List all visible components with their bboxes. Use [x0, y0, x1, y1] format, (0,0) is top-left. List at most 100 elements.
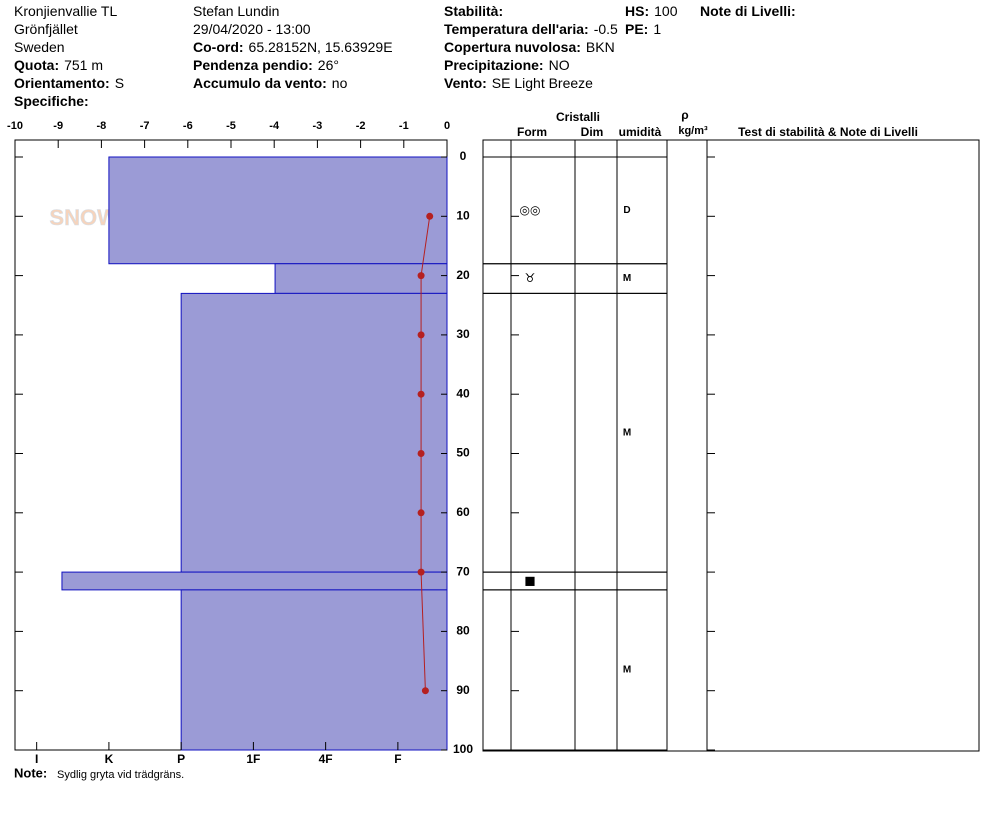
- header-field: Vento: SE Light Breeze: [444, 75, 593, 91]
- field-label: Pendenza pendio:: [193, 57, 313, 73]
- field-value: 65.28152N, 15.63929E: [249, 39, 393, 55]
- x-tick-label: -6: [183, 120, 193, 132]
- x-tick-label: -1: [399, 120, 409, 132]
- moisture: M: [623, 427, 631, 438]
- grain-form: ◎◎: [520, 203, 541, 217]
- header-field: Specifiche:: [14, 93, 89, 109]
- field-label: Stabilità:: [444, 3, 503, 19]
- hardness-bar: [180, 589, 448, 751]
- field-value: 100: [654, 3, 678, 19]
- header-size: Dim: [581, 125, 604, 139]
- field-value: Grönfjället: [14, 21, 78, 37]
- moisture: M: [623, 273, 631, 284]
- field-value: 1: [653, 21, 661, 37]
- header-field: Stefan Lundin: [193, 3, 279, 19]
- header-density: ρ: [681, 108, 688, 122]
- header-field: Sweden: [14, 39, 65, 55]
- field-value: -0.5: [594, 21, 618, 37]
- temperature-point: [417, 450, 425, 457]
- y-tick-label: 80: [456, 624, 470, 638]
- y-tick-label: 100: [453, 742, 473, 756]
- hardness-bar: [180, 292, 448, 573]
- hardness-tick-label: F: [394, 752, 401, 766]
- header-crystals: Cristalli: [556, 110, 600, 124]
- field-value: Stefan Lundin: [193, 3, 279, 19]
- field-label: Co-ord:: [193, 39, 244, 55]
- header-field: Temperatura dell'aria: -0.5: [444, 21, 618, 37]
- field-label: Note di Livelli:: [700, 3, 796, 19]
- header-density-unit: kg/m³: [678, 125, 708, 137]
- x-tick-label: -9: [53, 120, 63, 132]
- temperature-point: [417, 509, 425, 517]
- y-tick-label: 10: [456, 208, 470, 222]
- field-label: Temperatura dell'aria:: [444, 21, 589, 37]
- temperature-point: [417, 272, 425, 280]
- hardness-tick-label: 4F: [319, 752, 333, 766]
- hardness-bar: [108, 156, 448, 265]
- field-label: Precipitazione:: [444, 57, 544, 73]
- moisture: M: [623, 665, 631, 676]
- header-field: Pendenza pendio: 26°: [193, 57, 339, 73]
- y-tick-label: 60: [456, 505, 470, 519]
- header-field: Kronjienvallie TL: [14, 3, 117, 19]
- temperature-point: [426, 212, 434, 220]
- header-field: Copertura nuvolosa: BKN: [444, 39, 615, 55]
- header-field: Precipitazione: NO: [444, 57, 570, 73]
- field-label: Orientamento:: [14, 75, 110, 91]
- grain-form: ♉: [525, 271, 536, 285]
- field-label: Copertura nuvolosa:: [444, 39, 581, 55]
- field-value: NO: [549, 57, 570, 73]
- field-value: SE Light Breeze: [492, 75, 593, 91]
- y-tick-label: 90: [456, 683, 470, 697]
- header-field: Quota: 751 m: [14, 57, 103, 73]
- field-value: Sweden: [14, 39, 65, 55]
- hardness-tick-label: K: [105, 752, 114, 766]
- field-value: Kronjienvallie TL: [14, 3, 117, 19]
- field-label: Specifiche:: [14, 93, 89, 109]
- x-tick-label: -3: [313, 120, 323, 132]
- header-tests: Test di stabilità & Note di Livelli: [738, 125, 918, 139]
- y-tick-label: 20: [456, 268, 470, 282]
- y-tick-label: 70: [456, 564, 470, 578]
- header-field: Grönfjället: [14, 21, 78, 37]
- x-tick-label: -5: [226, 120, 236, 132]
- hardness-bar: [61, 571, 448, 591]
- hardness-tick-label: P: [177, 752, 185, 766]
- table-frame: [482, 139, 980, 752]
- x-tick-label: -7: [140, 120, 150, 132]
- x-tick-label: -8: [97, 120, 107, 132]
- header-field: PE: 1: [625, 21, 661, 37]
- note-text: Sydlig gryta vid trädgräns.: [57, 769, 184, 781]
- moisture: D: [623, 205, 630, 216]
- temperature-point: [417, 390, 425, 398]
- temperature-point: [417, 331, 425, 339]
- header-field: Co-ord: 65.28152N, 15.63929E: [193, 39, 393, 55]
- header-field: Note di Livelli:: [700, 3, 796, 19]
- header-field: HS: 100: [625, 3, 678, 19]
- field-value: no: [332, 75, 348, 91]
- y-tick-label: 0: [460, 149, 467, 163]
- hardness-tick-label: 1F: [246, 752, 260, 766]
- field-label: Vento:: [444, 75, 487, 91]
- x-tick-label: 0: [444, 120, 450, 132]
- field-value: BKN: [586, 39, 615, 55]
- field-value: 751 m: [64, 57, 103, 73]
- y-tick-label: 40: [456, 386, 470, 400]
- x-tick-label: -2: [356, 120, 366, 132]
- header-field: 29/04/2020 - 13:00: [193, 21, 311, 37]
- x-tick-label: -4: [269, 120, 280, 132]
- header-field: Orientamento: S: [14, 75, 124, 91]
- field-value: S: [115, 75, 124, 91]
- header-form: Form: [517, 125, 547, 139]
- field-value: 29/04/2020 - 13:00: [193, 21, 311, 37]
- temperature-point: [417, 568, 425, 576]
- field-label: PE:: [625, 21, 648, 37]
- x-tick-label: -10: [7, 120, 23, 132]
- temperature-point: [421, 687, 429, 695]
- y-tick-label: 30: [456, 327, 470, 341]
- field-label: Accumulo da vento:: [193, 75, 327, 91]
- hardness-tick-label: I: [35, 752, 38, 766]
- table-columns: [510, 140, 708, 751]
- temperature-line: [420, 216, 431, 691]
